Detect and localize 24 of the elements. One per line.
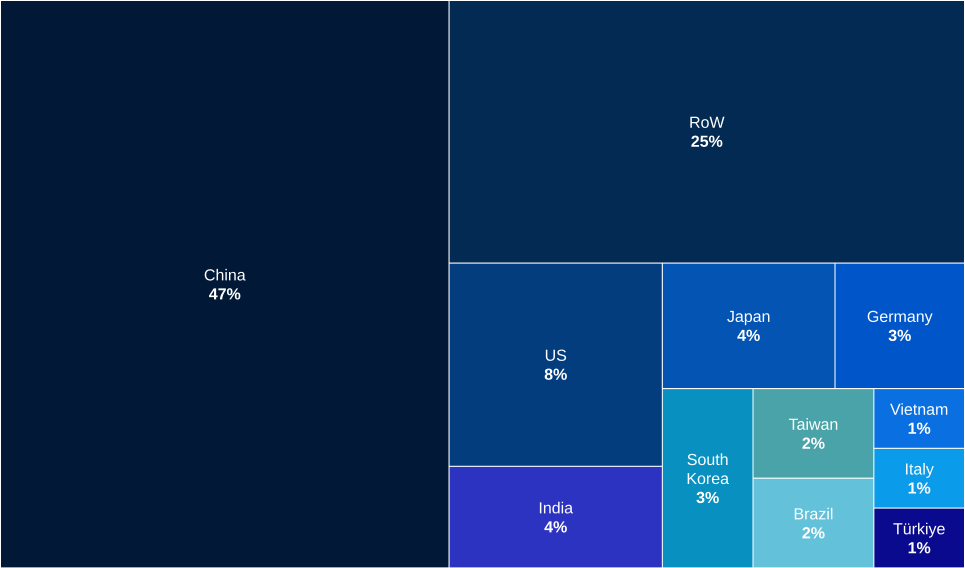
data-label: 1% xyxy=(908,422,930,434)
data-label: 1% xyxy=(908,542,930,554)
category-label: Türkiye xyxy=(893,522,945,538)
category-label: Italy xyxy=(906,462,934,478)
data-label: 2% xyxy=(802,437,825,449)
category-label: South Korea xyxy=(688,453,730,484)
category-label: Taiwan xyxy=(788,418,838,430)
data-label: 4% xyxy=(737,330,760,341)
data-label: 8% xyxy=(544,368,567,380)
category-label: Brazil xyxy=(794,508,832,520)
data-label: 25% xyxy=(691,135,722,147)
category-label: India xyxy=(540,502,574,514)
category-label: China xyxy=(204,268,246,280)
category-label: US xyxy=(546,349,566,361)
data-label: 47% xyxy=(209,288,240,300)
category-label: Germany xyxy=(868,310,933,326)
data-label: 3% xyxy=(696,492,719,503)
data-label: 3% xyxy=(888,330,911,341)
category-label: Japan xyxy=(727,310,770,325)
data-label: 4% xyxy=(544,521,567,532)
category-label: Vietnam xyxy=(890,402,948,415)
category-label: RoW xyxy=(690,116,724,128)
data-label: 1% xyxy=(908,482,930,494)
data-label: 2% xyxy=(802,526,825,538)
